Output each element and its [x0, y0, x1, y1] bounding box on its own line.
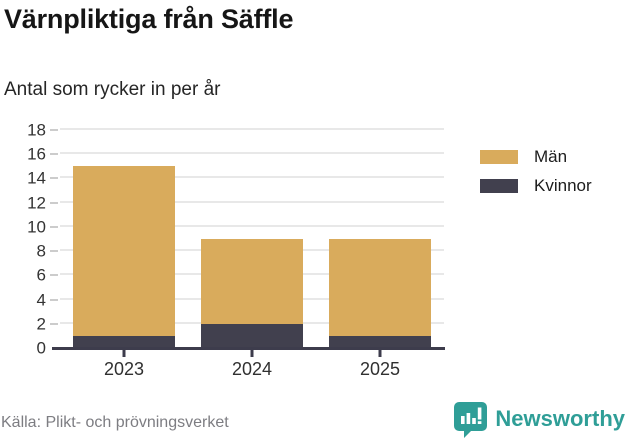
x-axis-tick-2024 — [250, 350, 254, 357]
brand-lockup: Newsworthy — [452, 400, 625, 438]
y-axis-tick-12 — [50, 201, 58, 204]
bar-2025-kvinnor — [328, 335, 432, 348]
y-axis-label-0: 0 — [36, 338, 46, 358]
bar-2023-män — [72, 166, 176, 336]
y-axis-label-4: 4 — [36, 290, 46, 310]
y-axis-label-2: 2 — [36, 314, 46, 334]
bar-2024-män — [200, 239, 304, 324]
chart-title: Värnpliktiga från Säffle — [4, 4, 294, 34]
legend-label-kvinnor: Kvinnor — [534, 176, 592, 195]
brand-name: Newsworthy — [495, 406, 625, 431]
y-axis-tick-16 — [50, 153, 58, 156]
x-axis-tick-2025 — [378, 350, 382, 357]
source-note: Källa: Plikt- och prövningsverket — [1, 414, 229, 431]
y-axis-label-14: 14 — [27, 168, 46, 188]
newsworthy-logo-icon — [454, 402, 488, 438]
y-axis-tick-10 — [50, 225, 58, 228]
x-axis-label-2024: 2024 — [231, 359, 273, 379]
y-axis-tick-14 — [50, 177, 58, 180]
y-axis-tick-2 — [50, 322, 58, 325]
gridline-18 — [60, 128, 444, 130]
x-axis-tick-row — [60, 350, 444, 358]
chart-subtitle: Antal som rycker in per år — [4, 79, 221, 100]
y-axis-label-12: 12 — [27, 193, 46, 213]
y-axis-label-8: 8 — [36, 241, 46, 261]
gridline-16 — [60, 152, 444, 155]
y-axis-label-6: 6 — [36, 265, 46, 285]
y-axis-ticks — [50, 129, 58, 348]
gridline-14 — [60, 176, 444, 179]
y-axis-tick-6 — [50, 274, 58, 277]
y-axis-label-16: 16 — [27, 144, 46, 164]
x-axis-label-2023: 2023 — [103, 359, 145, 379]
x-axis-label-row: 2023 2024 2025 — [60, 360, 444, 382]
legend-item-män: Män — [480, 148, 592, 165]
legend-label-män: Män — [534, 147, 568, 166]
x-axis-label-2025: 2025 — [359, 359, 401, 379]
x-axis-tick-2023 — [122, 350, 126, 357]
gridline-12 — [60, 200, 444, 203]
legend-item-kvinnor: Kvinnor — [480, 177, 592, 194]
gridline-10 — [60, 224, 444, 227]
y-axis-tick-8 — [50, 250, 58, 253]
legend-swatch-kvinnor — [480, 178, 518, 193]
bar-2025-män — [328, 239, 432, 336]
y-axis-label-18: 18 — [27, 120, 46, 140]
y-axis-tick-4 — [50, 298, 58, 301]
bar-2023-kvinnor — [72, 335, 176, 348]
plot-area — [60, 128, 444, 348]
bar-2024-kvinnor — [200, 323, 304, 348]
y-axis-tick-18 — [50, 129, 58, 131]
x-axis-line — [52, 347, 445, 350]
legend-swatch-män — [480, 149, 518, 164]
y-axis-labels: 0 2 4 6 8 10 12 14 16 18 — [0, 122, 46, 357]
y-axis-label-10: 10 — [27, 217, 46, 237]
legend: Män Kvinnor — [480, 148, 592, 194]
